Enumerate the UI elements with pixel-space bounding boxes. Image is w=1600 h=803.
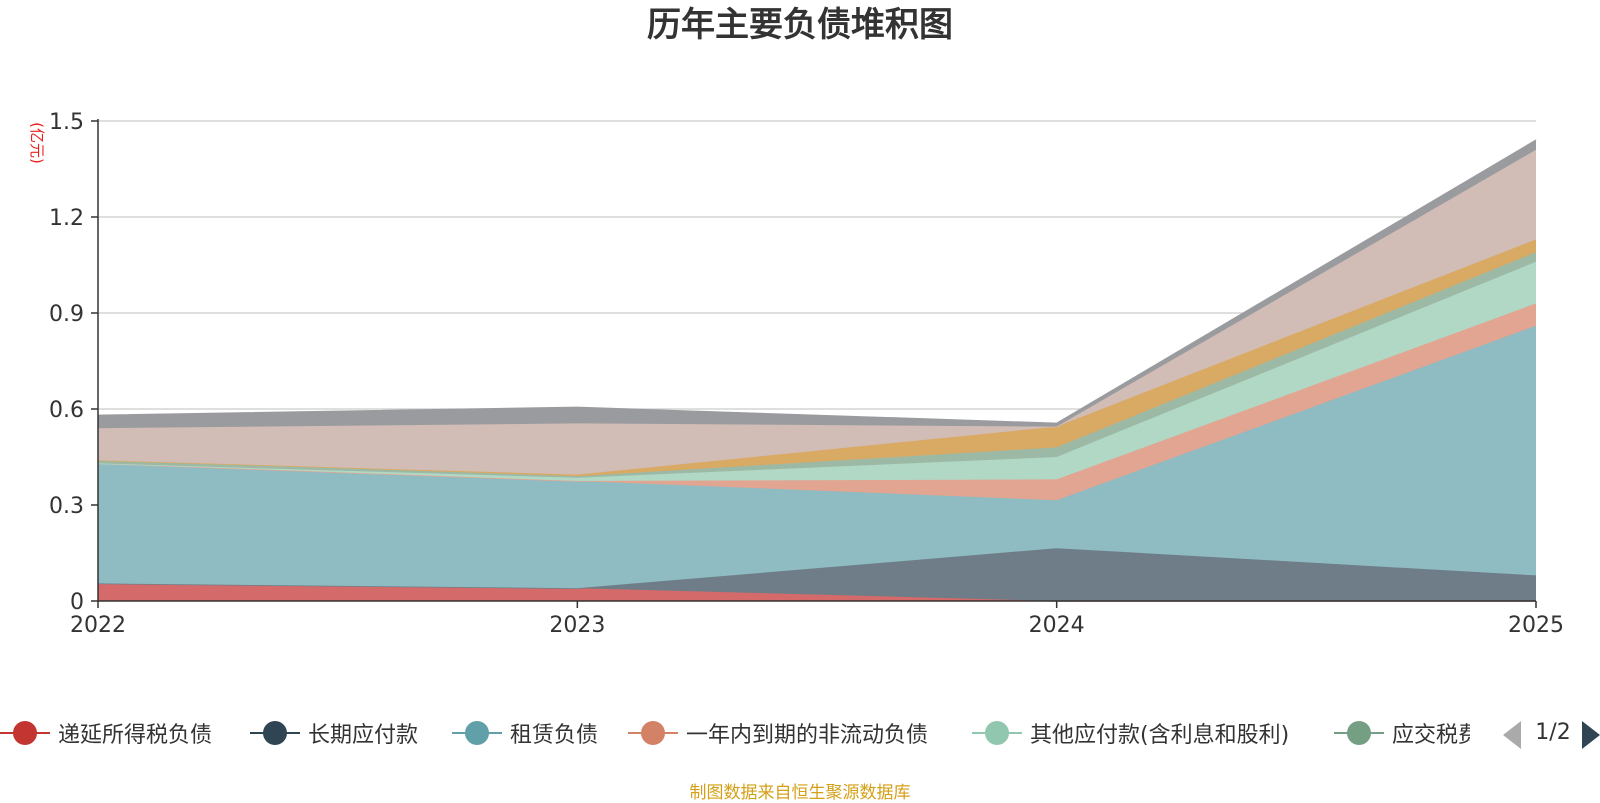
area-一年内到期的非流动负债[interactable] <box>98 303 1536 501</box>
area-应付账款[interactable] <box>98 149 1536 475</box>
legend-marker-icon <box>972 720 1022 746</box>
legend-prev-page-icon[interactable] <box>1503 721 1521 749</box>
area-递延所得税负债[interactable] <box>98 583 1536 601</box>
chart-title: 历年主要负债堆积图 <box>647 5 953 45</box>
legend-label: 租赁负债 <box>510 723 599 748</box>
series-line-其他 <box>97 139 1537 425</box>
legend-label: 递延所得税负债 <box>58 723 213 748</box>
x-tick-label: 2024 <box>1029 613 1085 638</box>
area-长期应付款[interactable] <box>98 548 1536 601</box>
legend: 递延所得税负债 长期应付款 租赁负债 一年内到期的非流动负债 其他应付款(含利息和股利)… <box>0 712 1600 754</box>
legend-marker-icon <box>452 720 502 746</box>
area-租赁负债[interactable] <box>98 325 1536 589</box>
legend-items: 递延所得税负债 长期应付款 租赁负债 一年内到期的非流动负债 其他应付款(含利息和股利)… <box>0 712 1470 754</box>
y-axis-unit-label: (亿元) <box>28 122 46 164</box>
axes: 0 0.3 0.6 0.9 1.2 1.5 2022 2023 2024 2025 <box>49 110 1564 638</box>
legend-item[interactable]: 租赁负债 <box>452 712 598 754</box>
data-source-note: 制图数据来自恒生聚源数据库 <box>689 783 911 803</box>
legend-item[interactable]: 应交税费 <box>1334 712 1470 754</box>
legend-label: 应交税费 <box>1392 723 1470 748</box>
legend-label: 其他应付款(含利息和股利) <box>1030 723 1290 748</box>
y-tick-label: 0.9 <box>49 302 84 327</box>
legend-item[interactable]: 递延所得税负债 <box>0 712 212 754</box>
y-tick-label: 1.2 <box>49 206 84 231</box>
legend-next-page-icon[interactable] <box>1582 721 1600 749</box>
area-其他[interactable] <box>98 140 1536 429</box>
y-tick-label: 0 <box>70 590 84 615</box>
area-series <box>97 139 1537 602</box>
legend-marker-icon <box>250 720 300 746</box>
y-tick-label: 1.5 <box>49 110 84 135</box>
series-line-一年内到期的非流动负债 <box>97 302 1537 482</box>
series-line-应交税费 <box>97 251 1537 477</box>
legend-label: 长期应付款 <box>308 723 419 748</box>
area-其他应付款(含利息和股利)[interactable] <box>98 261 1536 481</box>
legend-marker-icon <box>0 720 50 746</box>
legend-marker-icon <box>628 720 678 746</box>
y-tick-label: 0.6 <box>49 398 84 423</box>
legend-marker-icon <box>1334 720 1384 746</box>
area-应付职工薪酬[interactable] <box>98 239 1536 477</box>
chart-plot: 0 0.3 0.6 0.9 1.2 1.5 2022 2023 2024 2025 (亿元) <box>28 110 1564 638</box>
legend-label: 一年内到期的非流动负债 <box>686 723 929 748</box>
x-tick-label: 2025 <box>1508 613 1564 638</box>
x-tick-label: 2023 <box>549 613 605 638</box>
series-line-其他应付款(含利息和股利) <box>97 261 1537 479</box>
legend-page-indicator: 1/2 <box>1535 720 1571 745</box>
legend-item[interactable]: 其他应付款(含利息和股利) <box>972 712 1289 754</box>
legend-item[interactable]: 长期应付款 <box>250 712 418 754</box>
y-tick-label: 0.3 <box>49 494 84 519</box>
x-tick-label: 2022 <box>70 613 126 638</box>
legend-item[interactable]: 一年内到期的非流动负债 <box>628 712 928 754</box>
